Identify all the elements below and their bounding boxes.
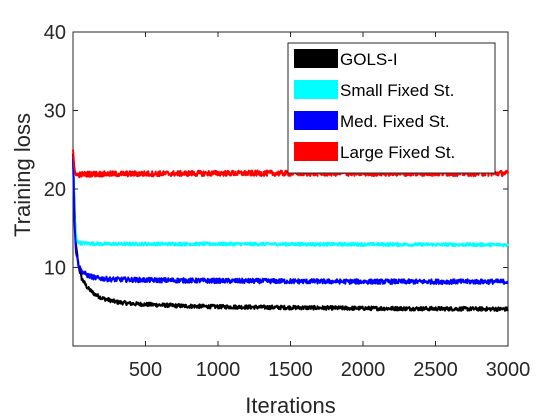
legend: GOLS-I Small Fixed St. Med. Fixed St. Large…: [287, 42, 496, 174]
legend-swatch-3: [294, 142, 338, 161]
x-tick-label: 3000: [486, 359, 531, 381]
series-line-1: [72, 157, 509, 248]
legend-label-2: Med. Fixed St.: [340, 112, 450, 131]
series-line-2: [72, 157, 509, 285]
y-tick-label: 20: [44, 179, 66, 201]
series-layer: [72, 149, 509, 312]
y-tick-label: 10: [44, 258, 66, 280]
y-axis-label: Training loss: [10, 113, 35, 237]
legend-label-3: Large Fixed St.: [340, 143, 455, 162]
y-tick-label: 40: [44, 22, 66, 44]
legend-swatch-2: [294, 111, 338, 130]
x-tick-label: 1000: [196, 359, 241, 381]
y-tick-label: 30: [44, 101, 66, 123]
x-tick-label: 2000: [341, 359, 386, 381]
legend-swatch-0: [294, 49, 338, 68]
axis-layer: 500 1000 1500 2000 2500 3000 10 20 30 40: [44, 22, 531, 381]
series-line-0: [72, 153, 509, 312]
series-line-3: [72, 149, 509, 179]
legend-label-1: Small Fixed St.: [340, 81, 454, 100]
x-tick-label: 1500: [268, 359, 313, 381]
legend-label-0: GOLS-I: [340, 50, 398, 69]
x-axis-label: Iterations: [245, 393, 336, 418]
legend-swatch-1: [294, 80, 338, 99]
x-tick-label: 2500: [413, 359, 458, 381]
x-tick-label: 500: [129, 359, 162, 381]
